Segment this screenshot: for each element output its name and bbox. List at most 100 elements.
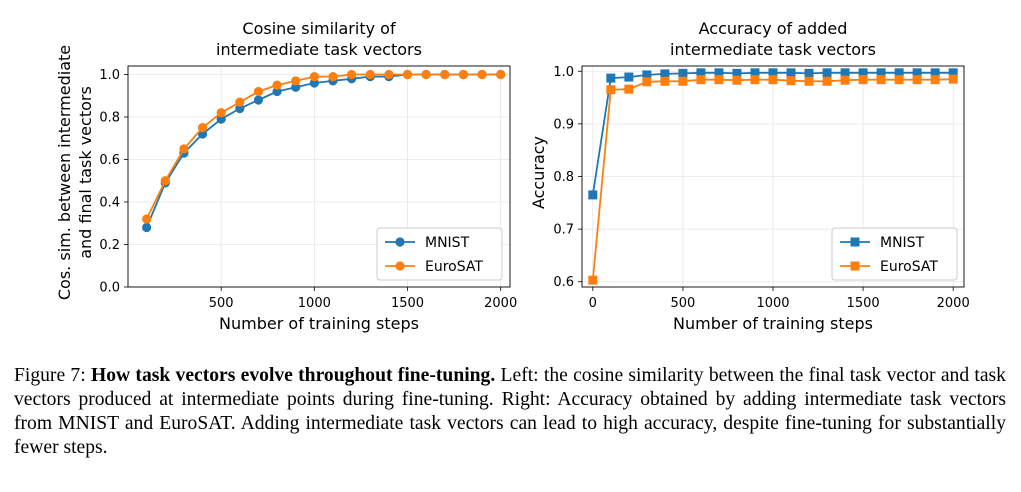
data-point bbox=[840, 68, 850, 78]
y-axis-label: Accuracy bbox=[529, 136, 548, 209]
data-point bbox=[696, 68, 706, 78]
data-point bbox=[309, 72, 319, 82]
data-point bbox=[696, 75, 706, 85]
legend-box bbox=[831, 227, 958, 281]
data-point bbox=[347, 69, 357, 80]
x-axis-label: Number of training steps bbox=[219, 314, 419, 333]
data-point bbox=[714, 75, 724, 85]
legend-marker bbox=[395, 261, 405, 271]
data-point bbox=[822, 76, 832, 86]
data-point bbox=[786, 76, 796, 86]
data-point bbox=[253, 86, 264, 97]
data-point bbox=[291, 82, 301, 92]
figure-caption: Figure 7: How task vectors evolve throug… bbox=[14, 364, 1006, 460]
x-tick-label: 1000 bbox=[756, 296, 789, 311]
series-eurosat bbox=[588, 74, 958, 285]
chart-title: Accuracy of added bbox=[699, 19, 848, 38]
data-point bbox=[822, 68, 832, 78]
x-tick-label: 1500 bbox=[847, 296, 880, 311]
data-point bbox=[235, 97, 245, 107]
data-point bbox=[197, 123, 208, 133]
data-point bbox=[840, 75, 850, 85]
data-point bbox=[732, 68, 742, 78]
data-point bbox=[930, 68, 940, 78]
caption-text: Left: the cosine similarity between the … bbox=[14, 365, 1006, 458]
legend-item: MNIST bbox=[385, 235, 470, 251]
series-line bbox=[145, 73, 501, 220]
data-point bbox=[216, 108, 226, 118]
data-point bbox=[588, 275, 598, 285]
data-point bbox=[328, 72, 338, 82]
data-point bbox=[421, 69, 431, 80]
data-point bbox=[642, 70, 652, 80]
data-point bbox=[365, 69, 375, 80]
caption-prefix: Figure 7: bbox=[14, 365, 91, 386]
data-point bbox=[477, 69, 487, 80]
legend-marker bbox=[395, 237, 405, 247]
data-point bbox=[894, 75, 904, 85]
axes-frame bbox=[127, 65, 511, 288]
data-point bbox=[642, 77, 652, 87]
y-tick-label: 0.6 bbox=[553, 275, 574, 290]
data-point bbox=[384, 69, 394, 80]
data-point bbox=[440, 69, 450, 80]
data-point bbox=[291, 76, 301, 86]
data-point bbox=[660, 76, 670, 86]
accuracy-chart: 0 500 1000 1500 2000 0.6 0.7 0.8 0.9 1.0 Accuracy … bbox=[529, 19, 970, 333]
data-point bbox=[272, 80, 282, 90]
data-point bbox=[930, 75, 940, 85]
data-point bbox=[894, 68, 904, 78]
data-point bbox=[678, 68, 688, 78]
legend-label: MNIST bbox=[880, 235, 925, 251]
data-point bbox=[804, 68, 814, 78]
legend-label: EuroSAT bbox=[425, 259, 483, 275]
legend-label: EuroSAT bbox=[880, 259, 938, 275]
legend-item: EuroSAT bbox=[385, 259, 483, 275]
legend-label: MNIST bbox=[425, 235, 470, 251]
data-point bbox=[948, 68, 958, 78]
legend-marker bbox=[850, 237, 860, 247]
data-point bbox=[912, 75, 922, 85]
chart-title: intermediate task vectors bbox=[216, 40, 422, 59]
data-point bbox=[253, 95, 264, 105]
data-point bbox=[142, 214, 152, 224]
data-point bbox=[624, 84, 634, 94]
data-point bbox=[750, 68, 760, 78]
y-tick-label: 0.6 bbox=[99, 153, 120, 168]
data-point bbox=[309, 78, 319, 88]
data-point bbox=[179, 144, 189, 154]
data-point bbox=[160, 176, 170, 186]
x-tick-label: 0 bbox=[589, 296, 597, 311]
y-tick-label: 0.8 bbox=[99, 111, 120, 126]
y-tick-label: 0.4 bbox=[99, 196, 120, 211]
series-mnist bbox=[142, 69, 506, 233]
data-point bbox=[458, 69, 469, 80]
caption-bold: How task vectors evolve throughout fine-… bbox=[90, 365, 496, 386]
data-point bbox=[768, 68, 778, 78]
data-point bbox=[197, 129, 208, 139]
y-tick-label: 0.7 bbox=[553, 223, 574, 238]
data-point bbox=[714, 68, 724, 78]
data-point bbox=[858, 68, 868, 78]
legend-marker bbox=[850, 261, 860, 271]
data-point bbox=[732, 75, 742, 85]
legend-item: EuroSAT bbox=[840, 259, 938, 275]
data-point bbox=[216, 114, 226, 124]
x-tick-label: 2000 bbox=[484, 296, 517, 311]
legend-item: MNIST bbox=[840, 235, 925, 251]
y-axis-label: and final task vectors bbox=[76, 86, 95, 259]
y-tick-label: 0.8 bbox=[553, 170, 574, 185]
data-point bbox=[768, 75, 778, 85]
legend: MNIST EuroSAT bbox=[376, 227, 503, 281]
data-point bbox=[588, 190, 598, 200]
data-point bbox=[660, 69, 670, 79]
x-tick-label: 500 bbox=[209, 296, 234, 311]
data-point bbox=[858, 75, 868, 85]
axes-frame bbox=[581, 65, 965, 288]
y-tick-label: 0.2 bbox=[99, 238, 120, 253]
y-tick-label: 1.0 bbox=[553, 65, 574, 80]
x-tick-label: 2000 bbox=[937, 296, 970, 311]
data-point bbox=[235, 103, 245, 114]
x-tick-label: 500 bbox=[670, 296, 695, 311]
legend-box bbox=[376, 227, 503, 281]
